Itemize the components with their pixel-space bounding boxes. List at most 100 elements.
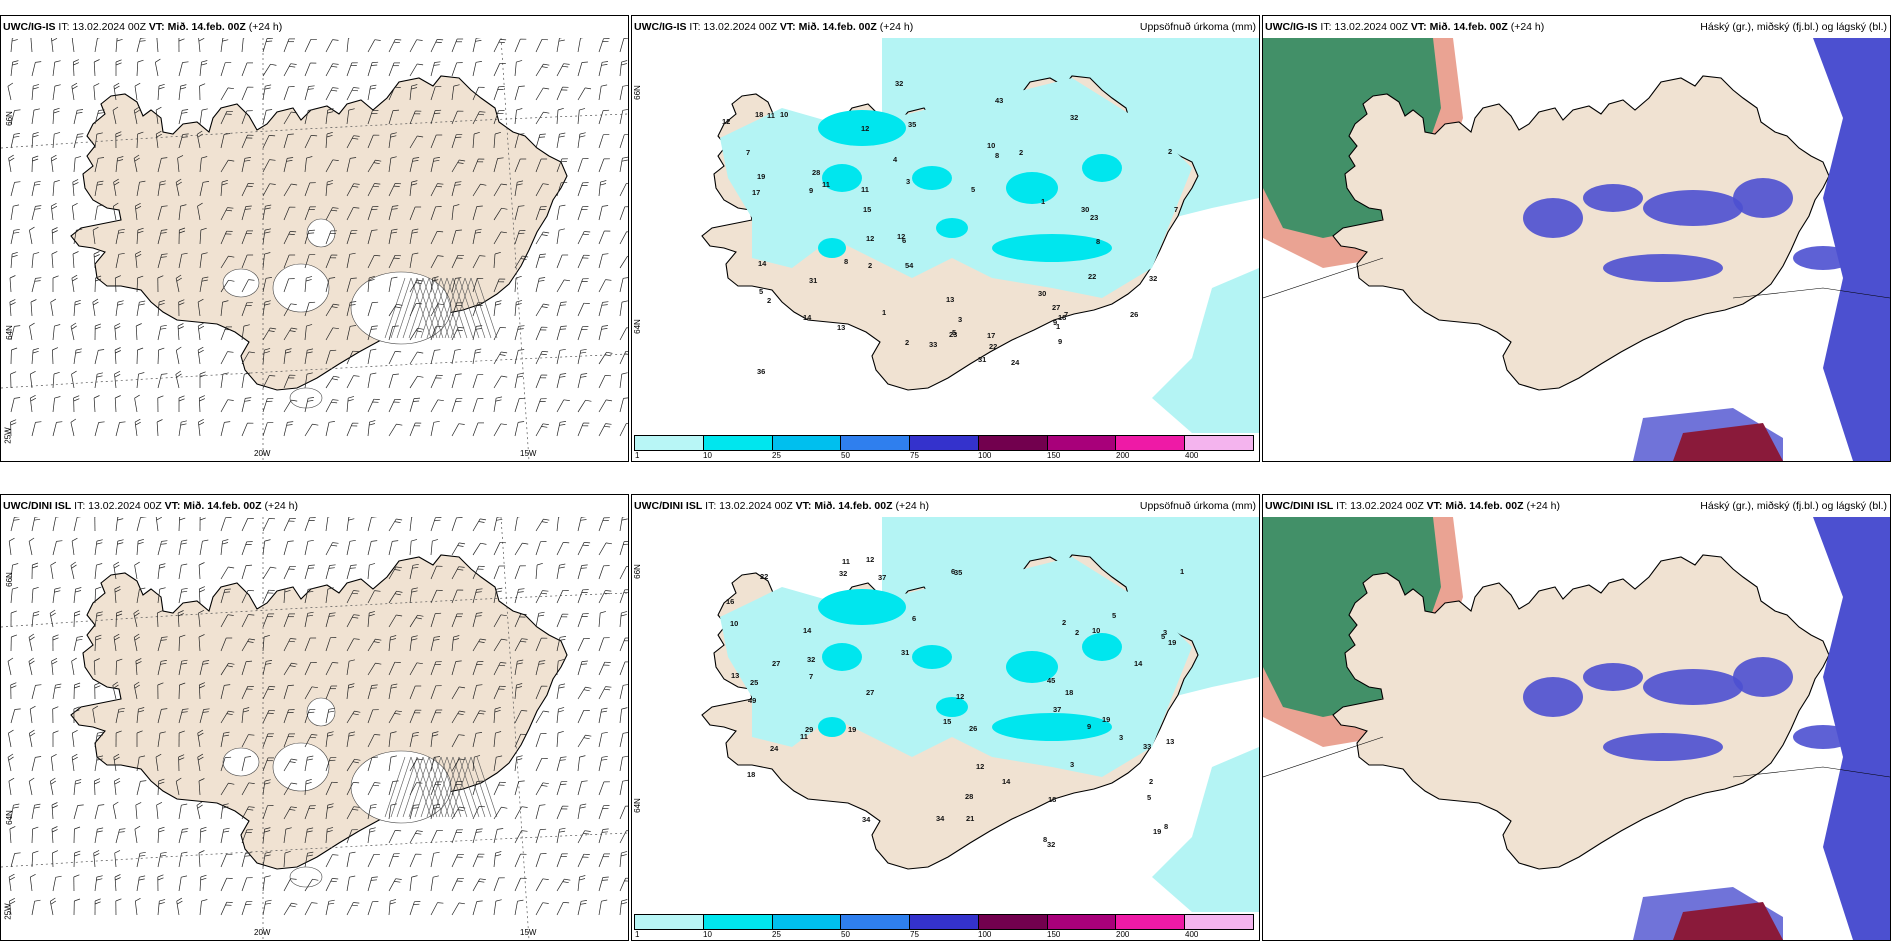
wind-barb bbox=[136, 300, 146, 317]
wind-barb bbox=[472, 588, 483, 604]
cloud-map bbox=[1263, 38, 1890, 461]
wind-barb bbox=[10, 133, 20, 149]
precip-value: 29 bbox=[805, 725, 813, 734]
wind-barb bbox=[29, 370, 36, 389]
wind-barb bbox=[31, 899, 41, 916]
wind-barb bbox=[535, 878, 549, 892]
hatch bbox=[432, 756, 454, 818]
wind-barb bbox=[71, 537, 78, 556]
wind-barb bbox=[283, 183, 298, 197]
wind-barb bbox=[8, 537, 15, 556]
hatch bbox=[426, 756, 448, 818]
wind-barb bbox=[283, 133, 294, 149]
wind-barb bbox=[472, 612, 483, 628]
graticule-line bbox=[1732, 766, 1890, 778]
wind-barb bbox=[115, 156, 124, 173]
wind-barb bbox=[493, 877, 505, 892]
wind-barb bbox=[325, 230, 337, 245]
valid-time: Mið. 14.feb. 00Z bbox=[814, 500, 893, 512]
wind-barb bbox=[157, 587, 166, 604]
legend-swatch bbox=[1116, 436, 1186, 450]
wind-barb bbox=[493, 183, 508, 197]
wind-barb bbox=[619, 38, 628, 53]
wind-barb bbox=[598, 84, 608, 101]
wind-barb bbox=[175, 274, 182, 293]
wind-barb bbox=[577, 755, 586, 772]
valid-label: VT: bbox=[1426, 500, 1443, 512]
wind-barb bbox=[304, 588, 314, 604]
wind-barb bbox=[556, 730, 564, 748]
wind-barb bbox=[52, 517, 60, 532]
wind-barb bbox=[262, 660, 273, 676]
wind-barb bbox=[346, 659, 355, 676]
precip-panel-top: UWC/IG-IS IT: 13.02.2024 00Z VT: Mið. 14… bbox=[631, 15, 1260, 462]
wind-barb bbox=[29, 705, 36, 724]
wind-barb bbox=[556, 63, 570, 77]
precip-value: 5 bbox=[1147, 793, 1151, 802]
hatch bbox=[408, 756, 430, 818]
wind-barb bbox=[598, 590, 612, 604]
wind-barb bbox=[598, 611, 606, 628]
wind-barb bbox=[430, 276, 439, 293]
wind-barb bbox=[556, 421, 567, 437]
lon-label: 20W bbox=[254, 449, 271, 458]
wind-barb bbox=[71, 202, 78, 221]
hatch bbox=[440, 756, 462, 818]
wind-barb bbox=[388, 780, 399, 796]
wind-barb bbox=[388, 590, 403, 604]
wind-barb bbox=[196, 130, 203, 149]
wind-barb bbox=[535, 111, 550, 125]
wind-barb bbox=[283, 327, 298, 341]
wind-barb bbox=[619, 899, 628, 916]
precip-value: 5 bbox=[1112, 611, 1116, 620]
wind-barb bbox=[598, 230, 611, 245]
wind-barb bbox=[346, 875, 356, 892]
wind-barb bbox=[136, 372, 145, 389]
wind-barb bbox=[94, 132, 103, 149]
wind-barb bbox=[598, 542, 612, 556]
wind-barb bbox=[556, 279, 571, 293]
wind-barb bbox=[493, 755, 503, 772]
lead-time: (+24 h) bbox=[879, 21, 914, 33]
precip-value: 32 bbox=[1047, 840, 1055, 849]
wind-barb bbox=[388, 635, 397, 652]
wind-barb bbox=[535, 757, 548, 772]
wind-barb bbox=[29, 226, 35, 245]
wind-barb bbox=[514, 517, 521, 532]
wind-barb bbox=[346, 301, 357, 317]
wind-barb bbox=[493, 157, 504, 173]
hatch bbox=[420, 277, 442, 339]
init-time: IT: 13.02.2024 00Z bbox=[1320, 21, 1408, 33]
wind-barb bbox=[514, 710, 528, 724]
wind-barb bbox=[388, 228, 398, 245]
wind-barb bbox=[115, 59, 122, 76]
wind-barb bbox=[178, 803, 188, 820]
wind-barb bbox=[241, 351, 255, 365]
wind-barb bbox=[325, 662, 339, 676]
wind-barb bbox=[346, 758, 361, 772]
wind-barb bbox=[493, 587, 503, 604]
wind-barb bbox=[472, 277, 484, 293]
wind-barb bbox=[409, 180, 418, 197]
wind-barb bbox=[451, 566, 465, 580]
wind-barb bbox=[10, 347, 18, 365]
wind-barb bbox=[283, 399, 298, 413]
wind-barb bbox=[283, 38, 295, 53]
wind-barb bbox=[7, 82, 14, 101]
wind-barb bbox=[178, 84, 187, 101]
wind-barb bbox=[262, 84, 272, 101]
hatch bbox=[470, 756, 492, 818]
wind-barb bbox=[8, 777, 15, 796]
wind-barb bbox=[535, 63, 550, 77]
wind-barb bbox=[197, 202, 203, 221]
wind-barb bbox=[198, 395, 206, 413]
wind-barb bbox=[493, 375, 508, 389]
wind-barb bbox=[325, 637, 337, 652]
wind-barb bbox=[493, 565, 506, 580]
wind-barb bbox=[451, 84, 460, 101]
wind-barb bbox=[430, 39, 444, 53]
wind-barb bbox=[577, 900, 588, 916]
lat-label: 25W bbox=[3, 427, 13, 444]
wind-barb bbox=[220, 207, 234, 221]
wind-barb bbox=[157, 682, 164, 700]
